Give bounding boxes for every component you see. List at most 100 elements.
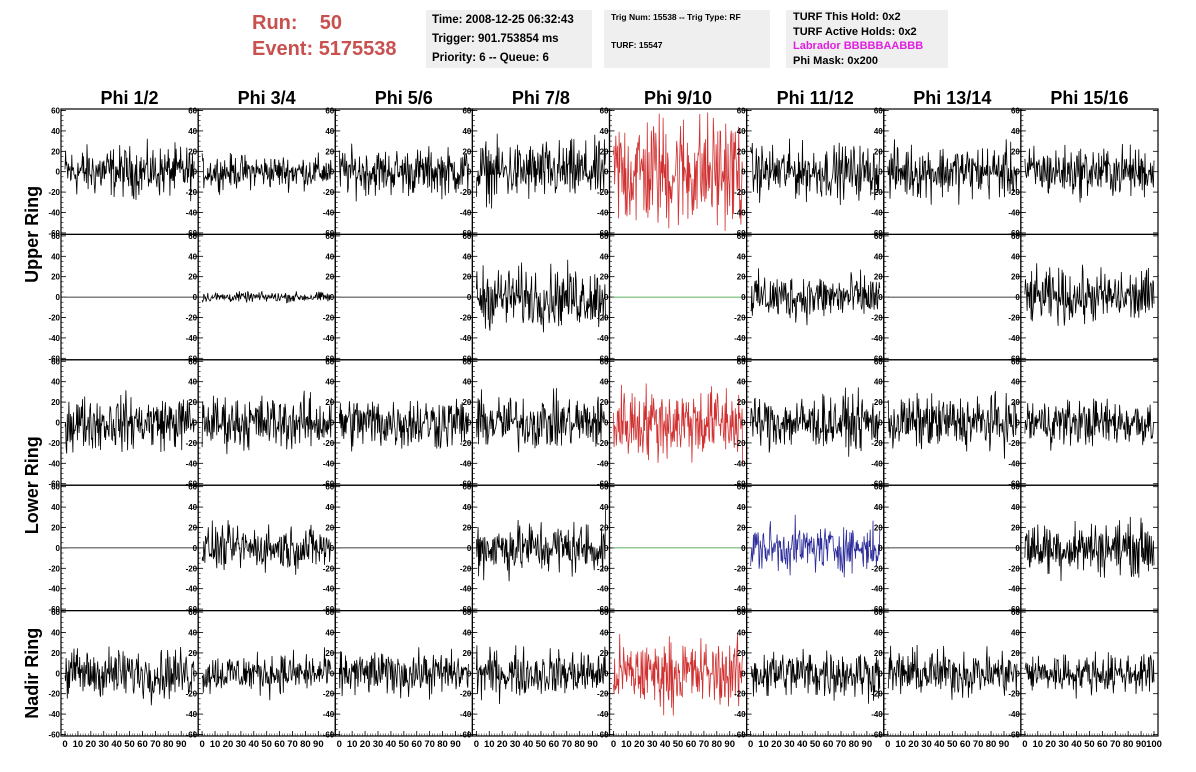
x-tick-label: 0 (337, 739, 342, 750)
waveform-trace (750, 387, 881, 457)
waveform-trace (887, 139, 1018, 205)
y-tick-label: 40 (1011, 629, 1020, 638)
y-tick-label: -20 (1008, 188, 1020, 197)
y-tick-label: -60 (734, 480, 746, 489)
y-tick-label: 0 (56, 419, 61, 428)
y-tick-label: -60 (1008, 229, 1020, 238)
y-tick-label: 20 (874, 649, 883, 658)
y-tick-label: 0 (467, 669, 472, 678)
y-tick-label: 0 (467, 544, 472, 553)
x-tick-label: 70 (424, 739, 435, 750)
x-tick-label: 20 (1045, 739, 1056, 750)
x-tick-label: 50 (124, 739, 135, 750)
y-tick-label: -20 (734, 439, 746, 448)
y-tick-label: -60 (186, 480, 198, 489)
y-tick-label: -60 (1008, 354, 1020, 363)
x-tick-label: 60 (411, 739, 422, 750)
labrador-text: Labrador BBBBBAABBB (793, 40, 924, 52)
y-tick-label: -20 (48, 439, 60, 448)
y-tick-label: -60 (186, 605, 198, 614)
y-tick-label: 40 (737, 127, 746, 136)
y-tick-label: 40 (600, 378, 609, 387)
turf-text: TURF: 15547 (611, 40, 663, 50)
x-tick-label: 20 (497, 739, 508, 750)
waveform-trace (201, 520, 332, 575)
x-tick-label: 20 (86, 739, 97, 750)
time-text: Time: 2008-12-25 06:32:43 (432, 14, 574, 26)
y-tick-label: 40 (462, 629, 471, 638)
y-tick-label: 20 (51, 398, 60, 407)
x-tick-label: 30 (647, 739, 658, 750)
run-row: Run: 50 (252, 10, 397, 36)
y-tick-label: 20 (462, 398, 471, 407)
y-tick-label: -60 (597, 605, 609, 614)
y-tick-label: 60 (737, 483, 746, 492)
y-tick-label: -60 (734, 605, 746, 614)
x-tick-label: 0 (611, 739, 616, 750)
y-tick-label: -20 (460, 314, 472, 323)
x-tick-label: 30 (373, 739, 384, 750)
y-tick-label: -20 (460, 188, 472, 197)
trig-num-text: Trig Num: 15538 -- Trig Type: RF (611, 12, 741, 22)
x-tick-label: 20 (771, 739, 782, 750)
x-tick-label: 60 (549, 739, 560, 750)
waveform-trace (338, 143, 469, 202)
y-tick-label: 20 (737, 398, 746, 407)
x-tick-label: 90 (176, 739, 187, 750)
y-tick-label: 20 (874, 398, 883, 407)
y-tick-label: 60 (188, 232, 197, 241)
x-tick-label: 0 (62, 739, 67, 750)
y-tick-label: 0 (1015, 544, 1020, 553)
y-tick-label: -60 (871, 605, 883, 614)
waveform-trace (750, 268, 881, 326)
x-tick-label: 60 (960, 739, 971, 750)
y-tick-label: 0 (56, 544, 61, 553)
plot-frame (746, 484, 885, 612)
y-tick-label: 60 (51, 107, 60, 116)
waveform-trace (201, 647, 332, 701)
y-tick-label: 0 (878, 544, 883, 553)
y-tick-label: 20 (874, 524, 883, 533)
y-tick-label: -60 (871, 229, 883, 238)
y-tick-label: 40 (737, 378, 746, 387)
waveform-trace (201, 390, 332, 455)
y-tick-label: -40 (597, 710, 609, 719)
y-tick-label: -60 (323, 354, 335, 363)
y-tick-label: 0 (878, 293, 883, 302)
column-header: Phi 11/12 (777, 88, 854, 108)
y-tick-label: 20 (462, 273, 471, 282)
y-tick-label: -40 (186, 334, 198, 343)
x-tick-label: 20 (634, 739, 645, 750)
y-tick-label: -20 (48, 188, 60, 197)
y-tick-label: 20 (51, 273, 60, 282)
y-tick-label: 40 (1011, 503, 1020, 512)
y-tick-label: -40 (597, 334, 609, 343)
y-tick-label: 60 (874, 608, 883, 617)
y-tick-label: -20 (734, 314, 746, 323)
waveform-trace (1024, 398, 1155, 451)
y-tick-label: 0 (1015, 419, 1020, 428)
y-tick-label: 0 (741, 669, 746, 678)
y-tick-label: 20 (325, 273, 334, 282)
waveform-trace (887, 644, 1018, 700)
x-tick-label: 70 (150, 739, 161, 750)
y-tick-label: 0 (741, 544, 746, 553)
y-tick-label: -20 (734, 564, 746, 573)
y-tick-label: 20 (737, 649, 746, 658)
y-tick-label: 40 (462, 127, 471, 136)
x-tick-label: 80 (1123, 739, 1134, 750)
y-tick-label: -60 (1008, 480, 1020, 489)
y-tick-label: -40 (1008, 459, 1020, 468)
y-tick-label: -20 (460, 690, 472, 699)
y-tick-label: -20 (597, 188, 609, 197)
y-tick-label: -40 (323, 585, 335, 594)
x-tick-label: 70 (699, 739, 710, 750)
y-tick-label: 40 (874, 378, 883, 387)
x-tick-label: 70 (287, 739, 298, 750)
y-tick-label: 60 (325, 107, 334, 116)
y-tick-label: 20 (462, 649, 471, 658)
plot-frame (60, 108, 199, 236)
y-tick-label: 40 (188, 629, 197, 638)
y-tick-label: 0 (56, 168, 61, 177)
y-tick-label: -40 (871, 585, 883, 594)
